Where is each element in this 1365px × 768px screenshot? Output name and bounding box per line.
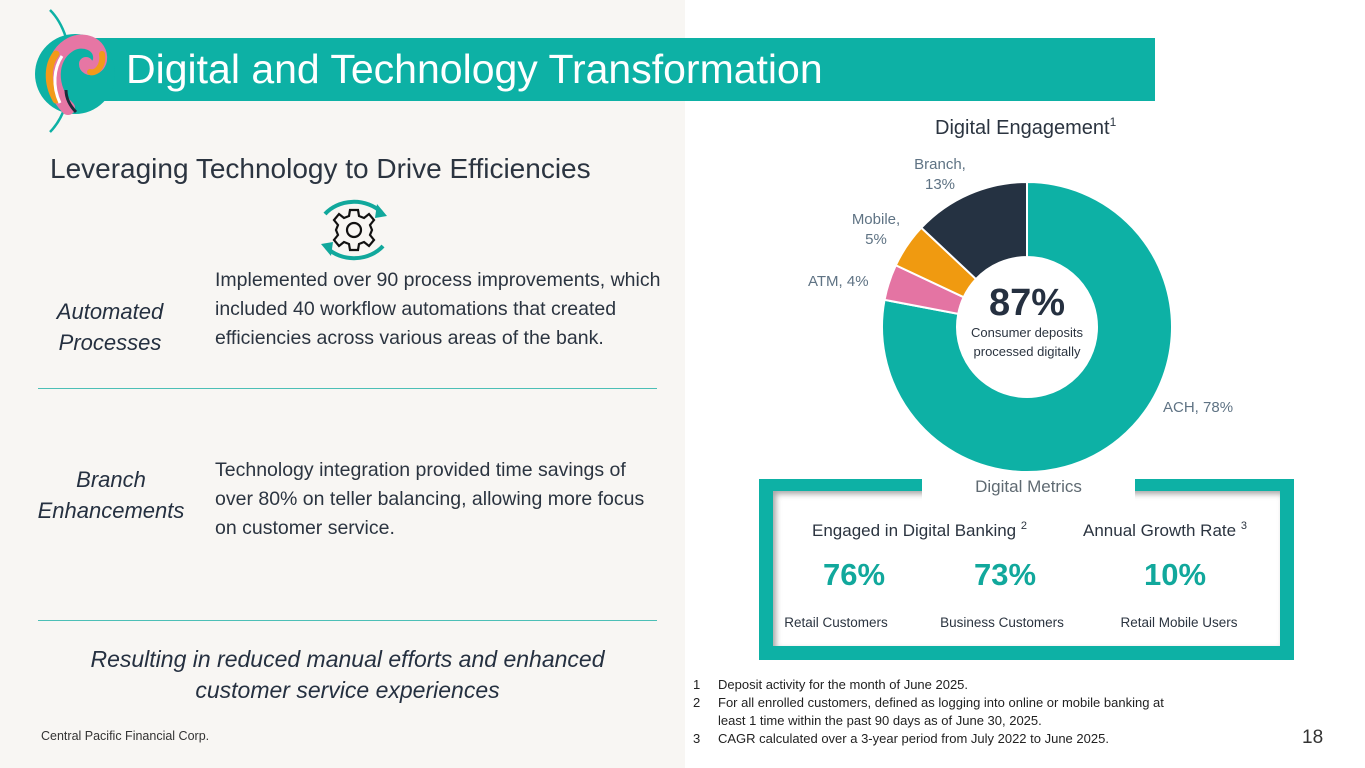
page-number: 18 [1302,727,1324,748]
heading-text: Engaged in Digital Banking [812,521,1017,540]
footnote-item: 3 CAGR calculated over a 3-year period fr… [693,730,1188,748]
row-divider [38,388,657,389]
footnote-text: CAGR calculated over a 3-year period fro… [718,731,1109,746]
footnotes: 1 Deposit activity for the month of June … [693,676,1188,748]
metrics-inner [773,491,1280,646]
row-label-line: Automated [56,299,164,324]
slice-label-text: ACH, 78% [1163,399,1234,416]
result-statement: Resulting in reduced manual efforts and … [40,644,655,706]
caption-line: Consumer deposits [971,325,1083,340]
result-line: customer service experiences [195,677,500,703]
slice-label-text: Branch, [914,156,966,173]
row-label-line: Processes [58,330,162,355]
row-description: Implemented over 90 process improvements… [215,269,661,349]
footnote-text: Deposit activity for the month of June 2… [718,677,969,692]
footnote-number: 1 [693,677,701,692]
metrics-title: Digital Metrics [975,477,1082,496]
metric-label: Retail Customers [784,615,888,630]
footnote-number: 2 [693,695,701,710]
metric-label: Retail Mobile Users [1120,615,1238,630]
donut-center-value: 87% [988,282,1066,324]
slice-label-ach: ACH, 78% [1163,398,1233,418]
slice-label-branch: Branch, 13% [900,155,980,195]
section-subtitle: Leveraging Technology to Drive Efficienc… [50,153,591,184]
slice-label-text: 5% [865,231,887,248]
footnote-text: For all enrolled customers, defined as l… [718,695,1164,728]
footnote-marker: 2 [1020,520,1028,532]
footnote-marker: 3 [1240,520,1247,532]
chart-title: Digital Engagement1 [935,115,1116,140]
donut-slice-atm [883,263,965,316]
title-bar [78,38,1155,101]
row-label-line: Branch [76,467,146,492]
footnote-number: 3 [693,731,701,746]
row-label: Branch Enhancements [26,464,196,526]
footnote-marker: 1 [1109,115,1117,129]
company-name: Central Pacific Financial Corp. [41,729,210,743]
metric-label: Business Customers [940,615,1064,630]
digital-metrics-panel [759,479,1294,660]
metric-value-business: 73% [973,557,1037,592]
slice-label-text: 13% [924,176,956,193]
left-panel-background [0,0,685,768]
footnote-item: 1 Deposit activity for the month of June … [693,676,1188,694]
slice-label-mobile: Mobile, 5% [838,210,914,250]
metric-group-heading: Annual Growth Rate 3 [1083,520,1247,541]
slice-label-text: ATM, 4% [808,273,869,290]
wave-logo-icon [35,9,115,133]
donut-slice-branch [919,180,1028,281]
slice-label-atm: ATM, 4% [808,272,869,292]
metric-value-retail: 76% [822,557,886,592]
metric-group-heading: Engaged in Digital Banking 2 [812,520,1027,541]
result-line: Resulting in reduced manual efforts and … [90,646,605,672]
row-label: Automated Processes [40,296,180,358]
gear-cycle-icon [321,199,387,261]
page-title: Digital and Technology Transformation [126,46,823,92]
row-divider [38,620,657,621]
chart-title-text: Digital Engagement [935,117,1110,139]
donut-center-caption: Consumer deposits processed digitally [957,323,1097,361]
caption-line: processed digitally [973,344,1081,359]
row-label-line: Enhancements [37,498,185,523]
heading-text: Annual Growth Rate [1083,521,1237,540]
metrics-title-tab [922,471,1135,501]
metric-value-mobile-growth: 10% [1143,557,1207,592]
slice-label-text: Mobile, [851,211,901,228]
footnote-item: 2 For all enrolled customers, defined as … [693,694,1188,730]
row-description: Technology integration provided time sav… [215,459,645,539]
